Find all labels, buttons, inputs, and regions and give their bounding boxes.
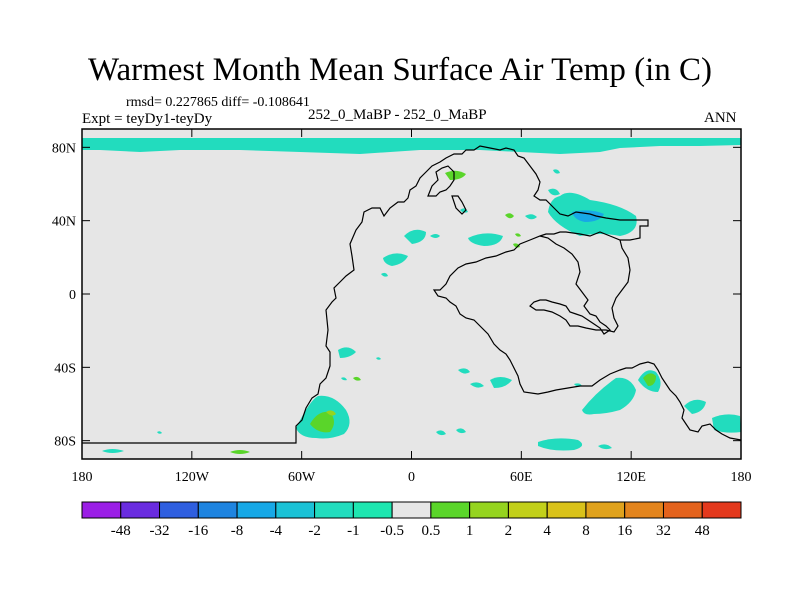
anomaly-patch: [582, 377, 636, 415]
colorbar-label: 4: [543, 523, 551, 539]
colorbar-label: -48: [111, 523, 131, 539]
x-tick-label: 60W: [288, 470, 316, 485]
anomaly-patch: [353, 376, 361, 381]
colorbar-swatch: [430, 501, 471, 519]
colorbar-label: -0.5: [380, 523, 404, 539]
anomaly-patch: [326, 410, 336, 416]
asia-arm-coastline: [529, 235, 631, 335]
colorbar-swatch: [314, 501, 354, 519]
island-coastline: [451, 195, 467, 215]
colorbar-label: -16: [188, 523, 208, 539]
anomaly-patch: [383, 253, 408, 266]
colorbar-swatch: [469, 501, 509, 519]
anomaly-patch: [82, 138, 741, 154]
colorbar-swatch: [701, 501, 742, 519]
stats-label: rmsd= 0.227865 diff= -0.108641: [126, 95, 310, 110]
colorbar-label: 32: [656, 523, 671, 539]
axis-ticks: 80N 40N 0 40S 80S 180 120W 60W 0 60E 120E 180: [52, 129, 752, 485]
anomaly-patch: [430, 234, 440, 238]
colorbar-label: -8: [231, 523, 244, 539]
colorbar-swatch: [585, 501, 626, 519]
colorbar-label: -4: [270, 523, 283, 539]
colorbar-label: -32: [150, 523, 170, 539]
colorbar-swatch: [159, 501, 199, 519]
anomaly-patch: [458, 368, 470, 374]
anomaly-patch: [538, 438, 583, 451]
colorbar-swatch: [391, 501, 432, 519]
colorbar-swatch: [197, 501, 238, 519]
colorbar-swatch: [236, 501, 277, 519]
anomaly-patch: [712, 414, 741, 433]
y-tick-label: 0: [69, 288, 76, 303]
colorbar: -48 -32 -16 -8 -4 -2 -1 -0.5 0.5 1 2 4 8 16 32 48: [81, 501, 742, 539]
anomaly-patch: [548, 188, 560, 196]
anomaly-patch: [376, 357, 381, 360]
north-island-coastline: [427, 165, 455, 197]
x-tick-label: 180: [72, 470, 93, 485]
anomaly-patch: [515, 233, 521, 237]
colorbar-label: -2: [308, 523, 321, 539]
anomaly-patch: [553, 169, 560, 174]
anomaly-patch: [505, 213, 514, 219]
anomaly-patch: [381, 272, 388, 277]
x-tick-label: 180: [731, 470, 752, 485]
period-label: 252_0_MaBP - 252_0_MaBP: [308, 107, 487, 123]
colorbar-swatch: [81, 501, 122, 519]
colorbar-label: 0.5: [422, 523, 441, 539]
colorbar-label: 16: [617, 523, 633, 539]
y-tick-label: 80S: [54, 435, 76, 450]
anomaly-patch: [572, 210, 604, 222]
experiment-label: Expt = teyDy1-teyDy: [82, 111, 213, 127]
y-tick-label: 40N: [52, 215, 76, 230]
colorbar-label: 48: [695, 523, 710, 539]
anomaly-patch: [230, 450, 250, 454]
colorbar-swatch: [507, 501, 548, 519]
colorbar-label: 2: [505, 523, 513, 539]
anomaly-fill: [82, 138, 741, 454]
anomaly-patch: [404, 229, 426, 244]
colorbar-swatch: [352, 501, 393, 519]
colorbar-swatch: [624, 501, 664, 519]
anomaly-patch: [598, 444, 612, 450]
x-tick-label: 60E: [510, 470, 533, 485]
pangea-coastline: [82, 145, 742, 444]
x-tick-label: 0: [408, 470, 415, 485]
anomaly-patch: [643, 373, 656, 386]
colorbar-swatch: [546, 501, 587, 519]
anomaly-patch: [341, 377, 347, 381]
anomaly-patch: [157, 431, 162, 434]
anomaly-patch: [684, 399, 706, 414]
x-tick-label: 120E: [616, 470, 646, 485]
colorbar-swatch: [662, 501, 703, 519]
colorbar-label: -1: [347, 523, 360, 539]
season-label: ANN: [704, 110, 737, 126]
x-tick-label: 120W: [175, 470, 210, 485]
anomaly-patch: [102, 449, 124, 453]
anomaly-patch: [470, 382, 484, 388]
anomaly-patch: [490, 377, 512, 388]
colorbar-swatch: [275, 501, 316, 519]
y-tick-label: 80N: [52, 141, 76, 156]
anomaly-patch: [456, 428, 466, 434]
colorbar-label: 1: [466, 523, 474, 539]
anomaly-patch: [525, 214, 537, 220]
y-tick-label: 40S: [54, 361, 76, 376]
colorbar-label: 8: [582, 523, 590, 539]
anomaly-patch: [445, 170, 466, 180]
chart-title: Warmest Month Mean Surface Air Temp (in …: [87, 52, 713, 88]
anomaly-patch: [310, 411, 334, 433]
colorbar-swatch: [120, 501, 161, 519]
map-background: [82, 129, 741, 459]
anomaly-patch: [468, 233, 503, 246]
anomaly-patch: [436, 430, 446, 436]
anomaly-patch: [338, 347, 356, 358]
coastlines: [82, 145, 742, 444]
